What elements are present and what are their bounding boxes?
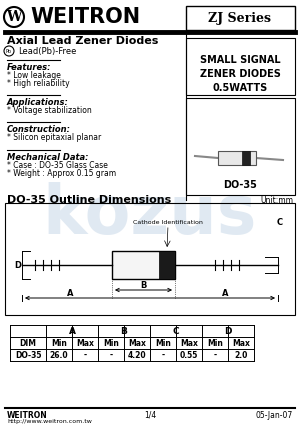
Text: kozus: kozus bbox=[43, 182, 257, 248]
Bar bbox=[186, 38, 295, 95]
Bar bbox=[186, 98, 295, 195]
Text: Min: Min bbox=[155, 338, 171, 348]
Text: Max: Max bbox=[232, 338, 250, 348]
Text: SMALL SIGNAL: SMALL SIGNAL bbox=[200, 55, 280, 65]
Text: Features:: Features: bbox=[7, 62, 52, 71]
Text: * Low leakage: * Low leakage bbox=[7, 71, 61, 79]
Text: * Silicon epitaxial planar: * Silicon epitaxial planar bbox=[7, 133, 101, 142]
Text: Applications:: Applications: bbox=[7, 97, 69, 107]
Text: 0.5WATTS: 0.5WATTS bbox=[212, 83, 268, 93]
Text: http://www.weitron.com.tw: http://www.weitron.com.tw bbox=[7, 419, 92, 423]
Text: W: W bbox=[6, 10, 22, 24]
Text: D: D bbox=[14, 261, 22, 269]
Text: DO-35: DO-35 bbox=[15, 351, 41, 360]
Text: A: A bbox=[68, 326, 76, 335]
Text: B: B bbox=[140, 280, 146, 289]
Text: * Voltage stabilization: * Voltage stabilization bbox=[7, 105, 92, 114]
Text: 0.55: 0.55 bbox=[180, 351, 198, 360]
Text: Max: Max bbox=[180, 338, 198, 348]
Text: DO-35: DO-35 bbox=[223, 180, 257, 190]
Text: WEITRON: WEITRON bbox=[30, 7, 140, 27]
Text: Min: Min bbox=[207, 338, 223, 348]
Bar bbox=[159, 251, 175, 279]
Bar bbox=[242, 151, 250, 165]
Text: -: - bbox=[83, 351, 87, 360]
Text: Unit:mm: Unit:mm bbox=[260, 196, 293, 204]
Text: 4.20: 4.20 bbox=[128, 351, 146, 360]
Text: * Weight : Approx 0.15 gram: * Weight : Approx 0.15 gram bbox=[7, 168, 116, 178]
Text: Mechanical Data:: Mechanical Data: bbox=[7, 153, 88, 162]
Text: Max: Max bbox=[76, 338, 94, 348]
Text: A: A bbox=[222, 289, 228, 298]
Text: Construction:: Construction: bbox=[7, 125, 71, 133]
Text: Min: Min bbox=[51, 338, 67, 348]
Text: 26.0: 26.0 bbox=[50, 351, 68, 360]
Text: C: C bbox=[173, 326, 179, 335]
Text: Lead(Pb)-Free: Lead(Pb)-Free bbox=[18, 46, 76, 56]
Text: DIM: DIM bbox=[20, 338, 37, 348]
Text: C: C bbox=[277, 218, 283, 227]
Bar bbox=[218, 151, 256, 165]
Text: A: A bbox=[67, 289, 73, 298]
Text: Max: Max bbox=[128, 338, 146, 348]
Bar bbox=[186, 6, 295, 30]
Text: WEITRON: WEITRON bbox=[7, 411, 48, 419]
Text: ZENER DIODES: ZENER DIODES bbox=[200, 69, 280, 79]
Text: DO-35 Outline Dimensions: DO-35 Outline Dimensions bbox=[7, 195, 171, 205]
Text: Cathode Identification: Cathode Identification bbox=[133, 219, 203, 224]
Text: * Case : DO-35 Glass Case: * Case : DO-35 Glass Case bbox=[7, 161, 108, 170]
Text: B: B bbox=[121, 326, 128, 335]
Text: Axial Lead Zener Diodes: Axial Lead Zener Diodes bbox=[7, 36, 158, 46]
Text: 05-Jan-07: 05-Jan-07 bbox=[256, 411, 293, 419]
Text: * High reliability: * High reliability bbox=[7, 79, 70, 88]
Text: -: - bbox=[110, 351, 112, 360]
Bar bbox=[5, 203, 295, 315]
Text: Pb: Pb bbox=[6, 48, 12, 54]
Text: 2.0: 2.0 bbox=[234, 351, 248, 360]
Text: -: - bbox=[161, 351, 165, 360]
Text: 1/4: 1/4 bbox=[144, 411, 156, 419]
Text: D: D bbox=[224, 326, 232, 335]
Text: ZJ Series: ZJ Series bbox=[208, 11, 272, 25]
Text: -: - bbox=[213, 351, 217, 360]
Bar bbox=[112, 251, 175, 279]
Text: Min: Min bbox=[103, 338, 119, 348]
